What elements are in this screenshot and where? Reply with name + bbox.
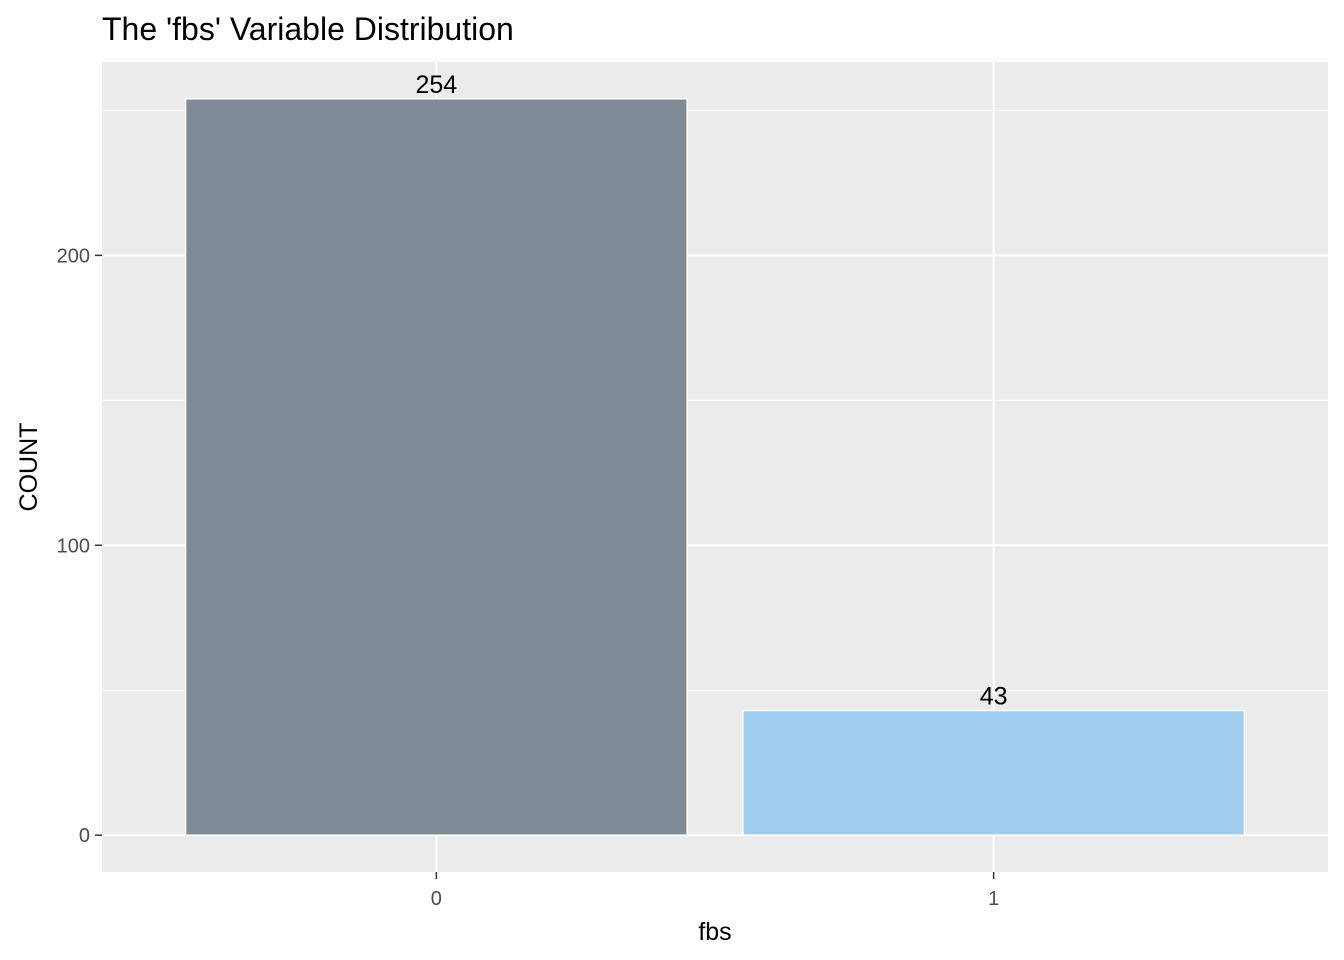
- bar-0: [184, 98, 688, 836]
- data-label-0: 254: [416, 71, 458, 99]
- y-axis: 0 100 200: [57, 245, 102, 847]
- x-axis-title: fbs: [698, 918, 731, 946]
- data-label-1: 43: [980, 683, 1008, 711]
- x-tick-label: 0: [431, 888, 442, 910]
- y-tick-label: 0: [79, 825, 90, 847]
- bars: [184, 98, 1246, 836]
- y-axis-title: COUNT: [15, 423, 43, 512]
- data-labels: 254 43: [416, 71, 1008, 711]
- y-tick-label: 200: [57, 245, 90, 267]
- chart-title: The 'fbs' Variable Distribution: [102, 11, 514, 47]
- bar-1: [742, 709, 1246, 836]
- y-tick-label: 100: [57, 535, 90, 557]
- x-tick-label: 1: [988, 888, 999, 910]
